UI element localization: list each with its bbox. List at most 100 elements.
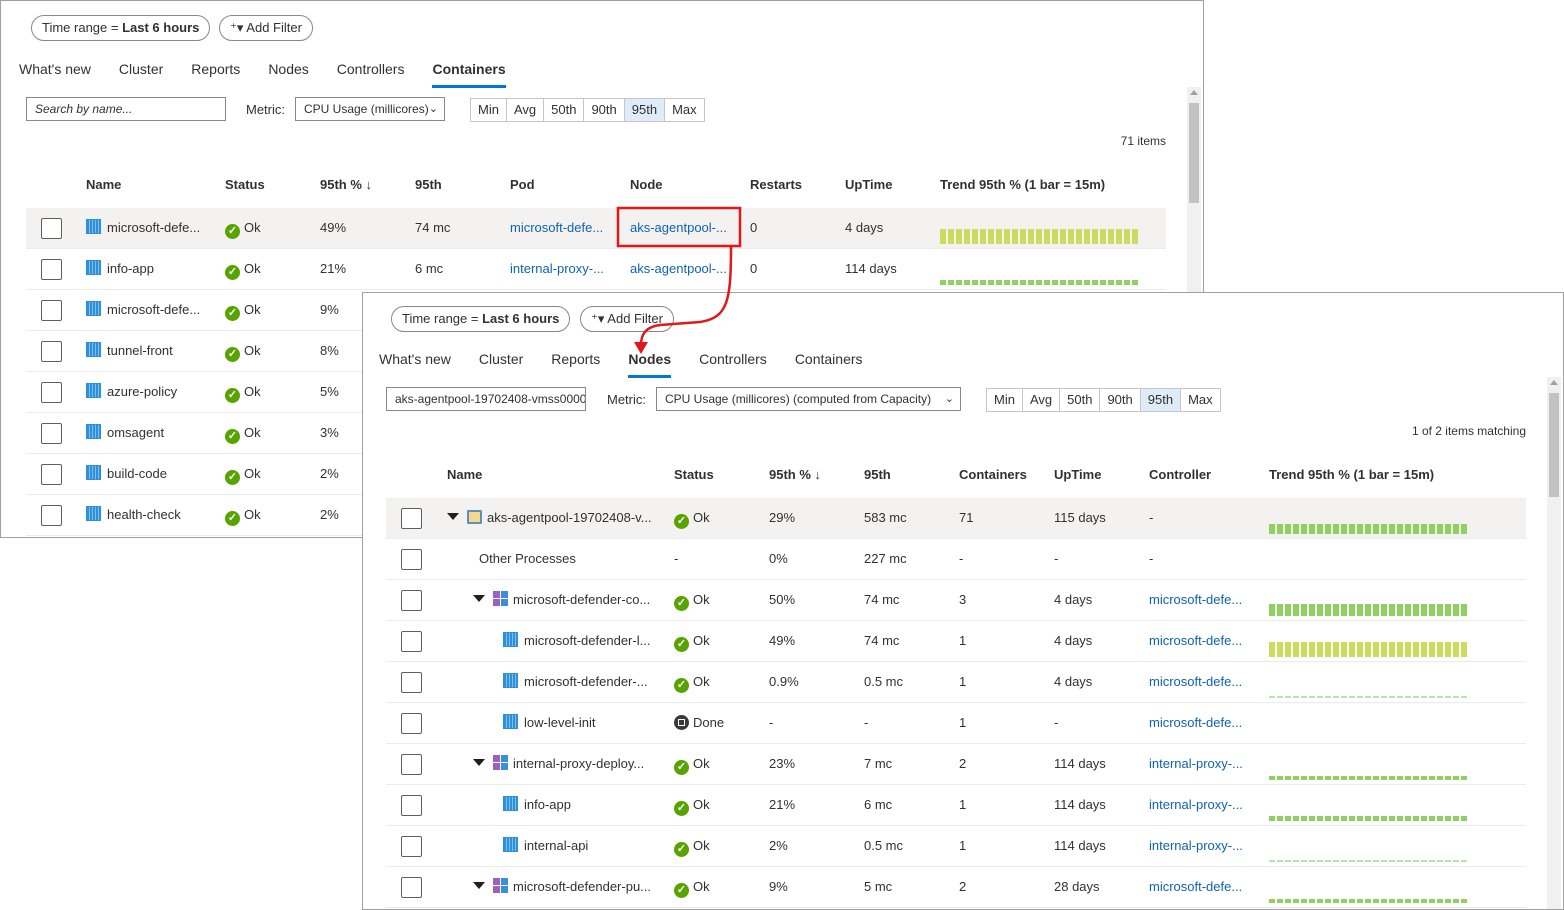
table-row[interactable]: Other Processes - 0% 227 mc - - - (386, 539, 1526, 580)
column-header[interactable]: Node (630, 177, 663, 192)
column-header[interactable]: Pod (510, 177, 535, 192)
node-link[interactable]: aks-agentpool-... (630, 220, 727, 235)
table-row[interactable]: microsoft-defender-... ✓ Ok 0.9% 0.5 mc 1 4 da… (386, 662, 1526, 703)
row-checkbox[interactable] (41, 300, 62, 321)
time-range-filter[interactable]: Time range = Last 6 hours (391, 306, 571, 332)
row-checkbox[interactable] (401, 877, 422, 898)
pod-link[interactable]: internal-proxy-... (510, 261, 604, 276)
percentile-90th[interactable]: 90th (584, 99, 625, 121)
table-row[interactable]: aks-agentpool-19702408-v... ✓ Ok 29% 583 mc 7… (386, 498, 1526, 539)
add-filter-button[interactable]: ⁺▾ Add Filter (580, 306, 674, 332)
scroll-thumb[interactable] (1189, 103, 1199, 203)
scrollbar[interactable] (1547, 377, 1561, 909)
table-row[interactable]: internal-api ✓ Ok 2% 0.5 mc 1 114 days internal… (386, 826, 1526, 867)
percentile-50th[interactable]: 50th (1060, 389, 1101, 411)
search-input[interactable]: aks-agentpool-19702408-vmss0000 (386, 387, 586, 411)
row-checkbox[interactable] (41, 423, 62, 444)
row-checkbox[interactable] (401, 631, 422, 652)
controller-link[interactable]: microsoft-defe... (1149, 592, 1243, 607)
controller-link[interactable]: internal-proxy-... (1149, 797, 1243, 812)
row-checkbox[interactable] (401, 795, 422, 816)
row-checkbox[interactable] (401, 836, 422, 857)
percentile-min[interactable]: Min (471, 99, 507, 121)
row-checkbox[interactable] (41, 464, 62, 485)
scroll-thumb[interactable] (1549, 393, 1559, 497)
table-row[interactable]: low-level-init Done - - 1 - microsoft-defe... (386, 703, 1526, 744)
table-row[interactable]: internal-proxy-deploy... ✓ Ok 23% 7 mc 2 114 d… (386, 744, 1526, 785)
percentile-95th[interactable]: 95th (1140, 389, 1182, 411)
percentile-90th[interactable]: 90th (1100, 389, 1141, 411)
row-checkbox[interactable] (401, 549, 422, 570)
row-checkbox[interactable] (41, 341, 62, 362)
column-header[interactable]: Status (225, 177, 265, 192)
table-row[interactable]: info-app ✓ Ok 21% 6 mc 1 114 days internal-prox… (386, 785, 1526, 826)
percentile-max[interactable]: Max (1188, 392, 1213, 407)
column-header[interactable]: Restarts (750, 177, 803, 192)
column-header[interactable]: Trend 95th % (1 bar = 15m) (1269, 467, 1435, 482)
controller-link[interactable]: internal-proxy-... (1149, 756, 1243, 771)
row-checkbox[interactable] (41, 218, 62, 239)
column-header[interactable]: UpTime (1054, 467, 1102, 482)
tab-nodes[interactable]: Nodes (628, 351, 672, 378)
column-header[interactable]: 95th (415, 177, 442, 192)
controller-link[interactable]: microsoft-defe... (1149, 633, 1243, 648)
scroll-up-icon[interactable] (1550, 380, 1558, 385)
column-header[interactable]: UpTime (845, 177, 893, 192)
tab-what-s-new[interactable]: What's new (379, 351, 451, 367)
controller-link[interactable]: internal-proxy-... (1149, 838, 1243, 853)
search-input[interactable]: Search by name... (26, 97, 226, 121)
column-header[interactable]: 95th % ↓ (769, 467, 822, 482)
row-checkbox[interactable] (401, 754, 422, 775)
time-range-filter[interactable]: Time range = Last 6 hours (31, 15, 211, 41)
table-row[interactable]: microsoft-defender-l... ✓ Ok 49% 74 mc 1 4 day… (386, 621, 1526, 662)
expand-caret-icon[interactable] (447, 513, 459, 520)
controller-link[interactable]: microsoft-defe... (1149, 674, 1243, 689)
tab-containers[interactable]: Containers (794, 351, 863, 367)
tab-nodes[interactable]: Nodes (268, 61, 309, 77)
percentile-max[interactable]: Max (672, 102, 697, 117)
column-header[interactable]: Containers (959, 467, 1027, 482)
column-header[interactable]: Trend 95th % (1 bar = 15m) (940, 177, 1106, 192)
tab-controllers[interactable]: Controllers (699, 351, 767, 367)
row-checkbox[interactable] (401, 508, 422, 529)
scroll-up-icon[interactable] (1190, 90, 1198, 95)
controller-link[interactable]: microsoft-defe... (1149, 715, 1243, 730)
column-header[interactable]: Name (447, 467, 483, 482)
add-filter-button[interactable]: ⁺▾ Add Filter (219, 15, 313, 41)
row-checkbox[interactable] (41, 382, 62, 403)
expand-caret-icon[interactable] (473, 595, 485, 602)
percentile-50th[interactable]: 50th (544, 99, 585, 121)
row-checkbox[interactable] (401, 590, 422, 611)
expand-caret-icon[interactable] (473, 759, 485, 766)
controller-link[interactable]: microsoft-defe... (1149, 879, 1243, 894)
row-checkbox[interactable] (401, 672, 422, 693)
tab-cluster[interactable]: Cluster (118, 61, 164, 77)
pod-link[interactable]: microsoft-defe... (510, 220, 604, 235)
tab-reports[interactable]: Reports (551, 351, 601, 367)
percentile-avg[interactable]: Avg (1023, 389, 1061, 411)
percentile-avg[interactable]: Avg (507, 99, 545, 121)
column-header[interactable]: Controller (1149, 467, 1212, 482)
table-row[interactable]: microsoft-defender-co... ✓ Ok 50% 74 mc 3 4 da… (386, 580, 1526, 621)
table-row[interactable]: info-app ✓ Ok 21% 6 mc internal-proxy-... aks-… (26, 249, 1166, 290)
tab-controllers[interactable]: Controllers (336, 61, 405, 77)
column-header[interactable]: 95th (864, 467, 891, 482)
row-checkbox[interactable] (41, 259, 62, 280)
tab-what-s-new[interactable]: What's new (19, 61, 91, 77)
column-header[interactable]: 95th % ↓ (320, 177, 373, 192)
table-row[interactable]: microsoft-defender-pu... ✓ Ok 9% 5 mc 2 28 day… (386, 867, 1526, 908)
tab-containers[interactable]: Containers (432, 61, 506, 88)
row-checkbox[interactable] (41, 505, 62, 526)
tab-reports[interactable]: Reports (191, 61, 241, 77)
metric-select[interactable]: CPU Usage (millicores) (computed from Ca… (656, 387, 961, 411)
column-header[interactable]: Name (86, 177, 122, 192)
expand-caret-icon[interactable] (473, 882, 485, 889)
tab-cluster[interactable]: Cluster (478, 351, 524, 367)
row-checkbox[interactable] (401, 713, 422, 734)
table-row[interactable]: microsoft-defe... ✓ Ok 49% 74 mc microsoft-de… (26, 208, 1166, 249)
metric-select[interactable]: CPU Usage (millicores) ⌄ (295, 97, 445, 121)
node-link[interactable]: aks-agentpool-... (630, 261, 727, 276)
column-header[interactable]: Status (674, 467, 714, 482)
percentile-min[interactable]: Min (987, 389, 1023, 411)
percentile-95th[interactable]: 95th (624, 99, 666, 121)
